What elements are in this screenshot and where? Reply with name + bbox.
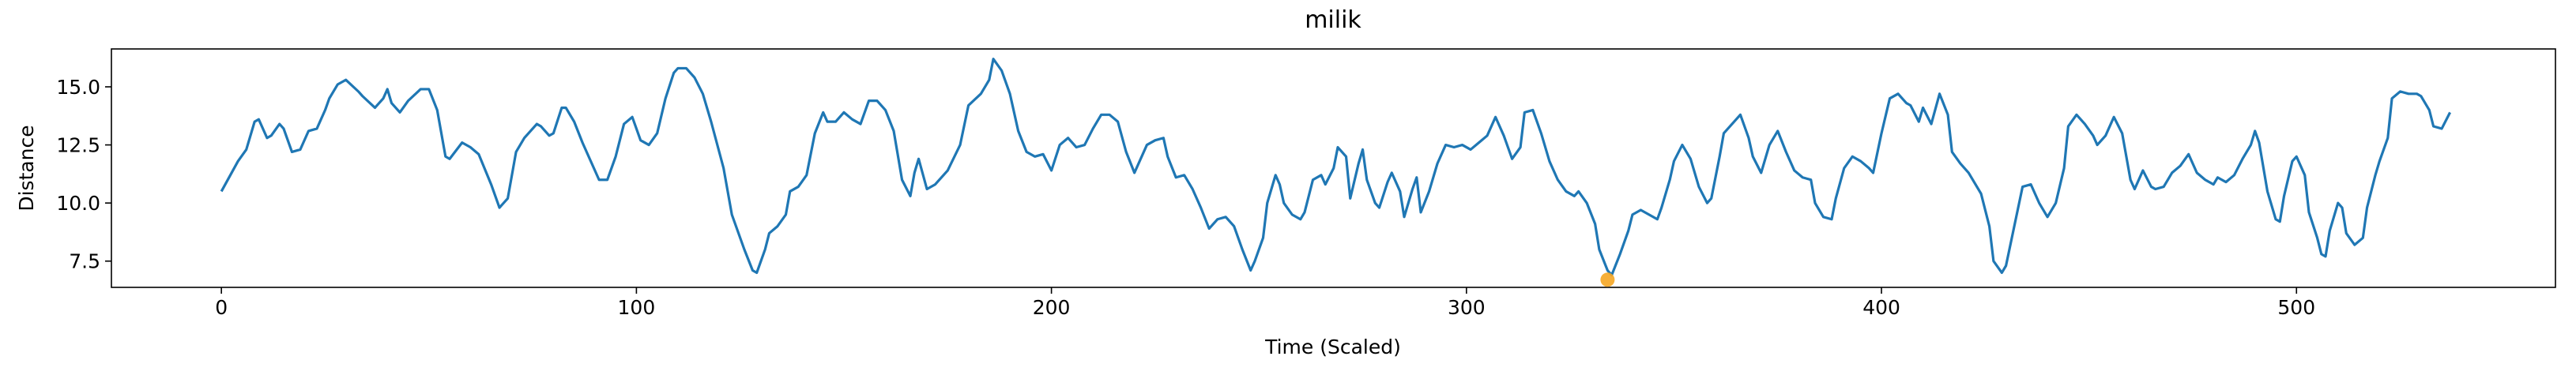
plot-frame	[111, 48, 2556, 288]
x-tick-label: 100	[618, 296, 656, 319]
x-tick-label: 400	[1862, 296, 1900, 319]
x-tick-label: 500	[2277, 296, 2315, 319]
x-tick-label: 0	[215, 296, 228, 319]
x-tick-label: 200	[1033, 296, 1071, 319]
y-tick-label: 12.5	[56, 134, 100, 157]
chart-title: milik	[1305, 6, 1361, 34]
data-line	[220, 58, 2452, 276]
y-axis-label: Distance	[15, 125, 38, 211]
y-tick-label: 7.5	[69, 250, 100, 273]
x-axis-label: Time (Scaled)	[1264, 336, 1401, 358]
highlight-point	[1600, 272, 1615, 287]
x-tick-label: 300	[1448, 296, 1486, 319]
y-tick-label: 10.0	[56, 192, 100, 215]
y-tick-label: 15.0	[56, 76, 100, 99]
